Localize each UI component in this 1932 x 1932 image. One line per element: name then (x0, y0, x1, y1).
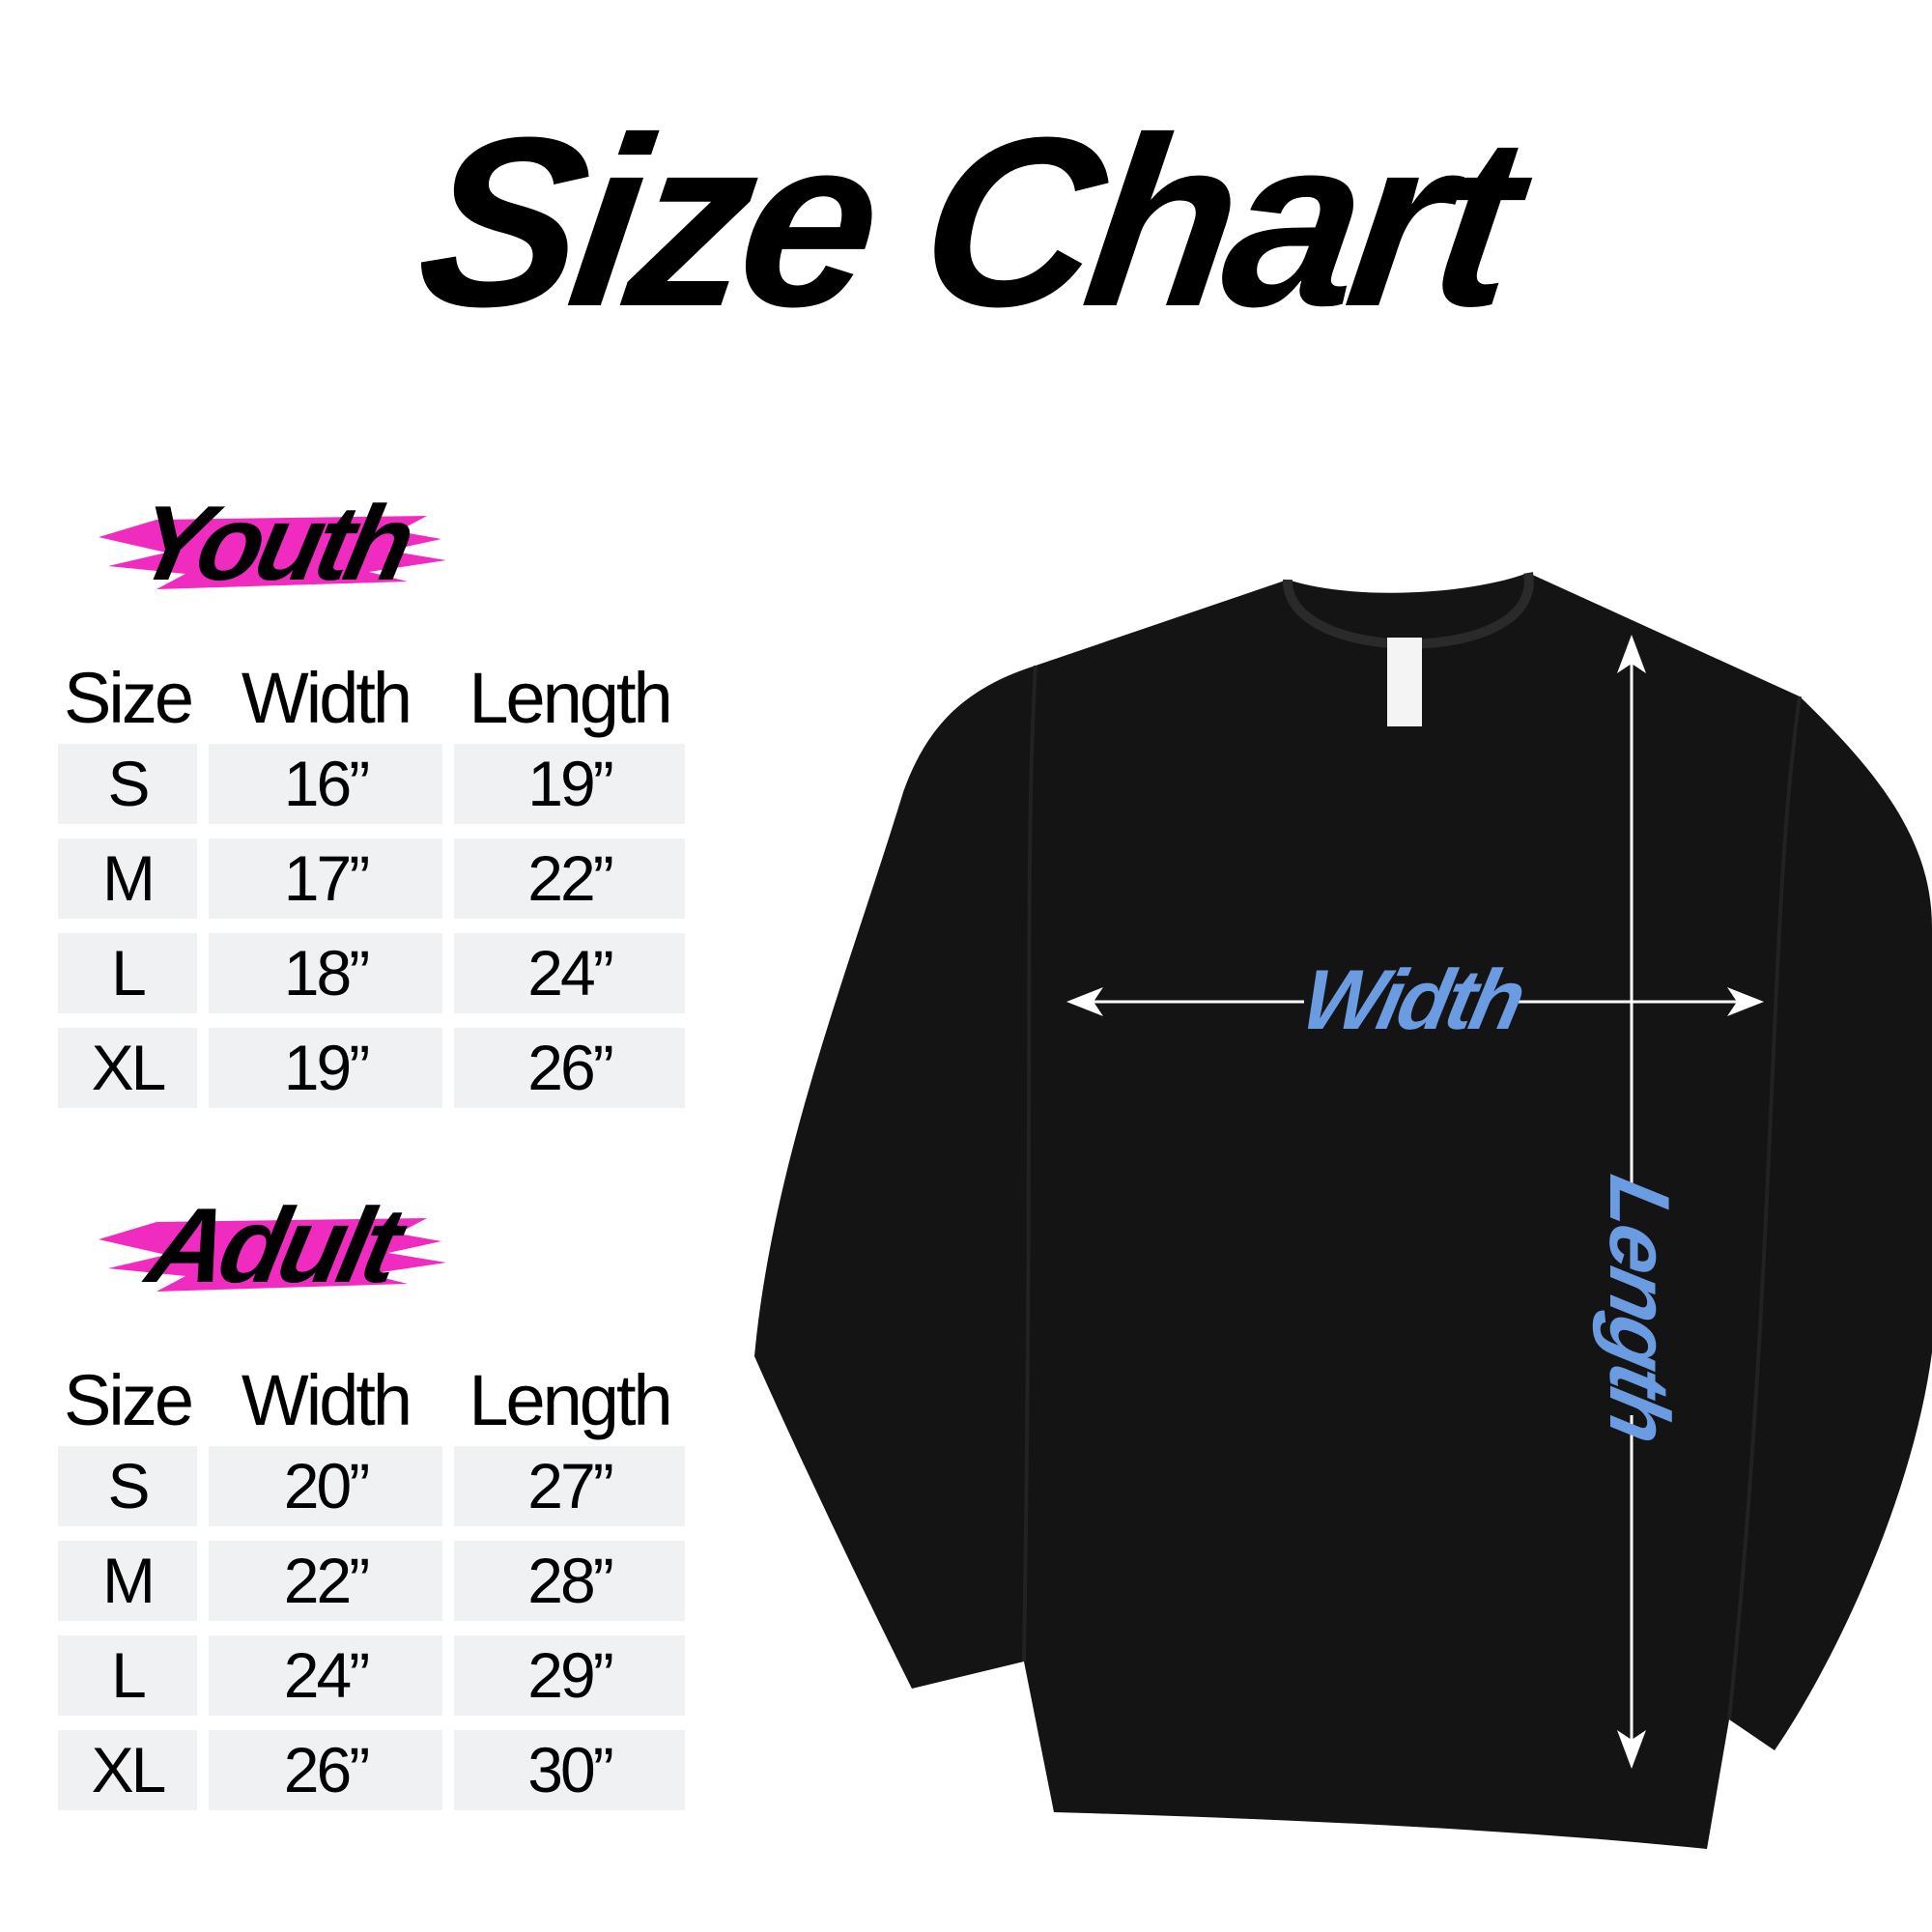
adult-label: Adult (99, 1183, 446, 1309)
length-cell: 28” (454, 1541, 685, 1621)
width-cell: 19” (209, 1028, 442, 1108)
header-width: Width (241, 1360, 412, 1440)
length-cell: 19” (454, 744, 685, 824)
size-cell: M (58, 838, 197, 919)
size-cell: M (58, 1541, 197, 1621)
youth-label: Youth (99, 481, 446, 607)
width-cell: 16” (209, 744, 442, 824)
size-cell: XL (58, 1028, 197, 1108)
width-cell: 18” (209, 933, 442, 1013)
header-length: Length (469, 1360, 672, 1440)
length-cell: 24” (454, 933, 685, 1013)
size-cell: L (58, 933, 197, 1013)
size-cell: S (58, 1446, 197, 1526)
header-width: Width (241, 658, 412, 738)
size-cell: XL (58, 1730, 197, 1810)
header-length: Length (469, 658, 672, 738)
width-cell: 24” (209, 1635, 442, 1716)
shirt-tag (1387, 638, 1422, 726)
header-size: Size (64, 1360, 194, 1440)
length-arrow (1617, 635, 1646, 1769)
length-cell: 26” (454, 1028, 685, 1108)
pink-brush-stroke (99, 516, 446, 589)
width-cell: 20” (209, 1446, 442, 1526)
width-cell: 26” (209, 1730, 442, 1810)
width-cell: 22” (209, 1541, 442, 1621)
size-cell: S (58, 744, 197, 824)
width-cell: 17” (209, 838, 442, 919)
header-size: Size (64, 658, 194, 738)
length-measure-label: Length (1592, 1168, 1688, 1449)
pink-brush-stroke (99, 1218, 446, 1292)
length-cell: 30” (454, 1730, 685, 1810)
length-cell: 27” (454, 1446, 685, 1526)
width-arrow (1066, 987, 1764, 1016)
width-measure-label: Width (1293, 952, 1531, 1047)
length-cell: 29” (454, 1635, 685, 1716)
size-cell: L (58, 1635, 197, 1716)
length-cell: 22” (454, 838, 685, 919)
